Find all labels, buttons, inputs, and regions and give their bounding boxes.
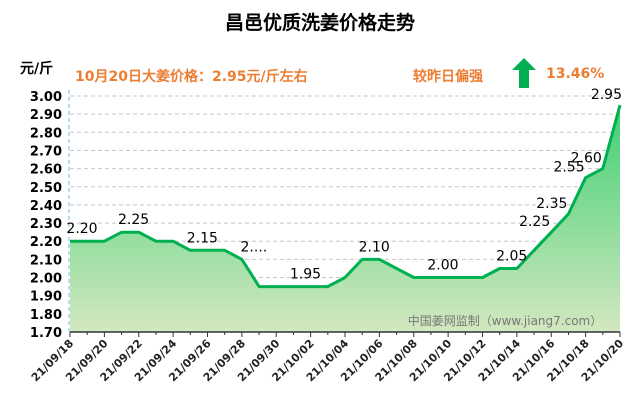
y-tick-label: 2.10 (30, 253, 62, 268)
data-label: 1.95 (290, 267, 321, 283)
x-axis-ticks: 21/09/1821/09/2021/09/2221/09/2421/09/26… (29, 332, 626, 384)
y-tick-label: 1.80 (30, 308, 62, 323)
y-tick-label: 2.20 (30, 235, 62, 250)
data-label: 2.00 (427, 258, 458, 274)
data-label: 2.15 (187, 230, 218, 246)
chart-title: 昌邑优质洗姜价格走势 (224, 12, 415, 34)
data-label: 2.35 (536, 196, 567, 212)
y-tick-label: 1.90 (30, 290, 62, 305)
y-tick-label: 2.50 (30, 181, 62, 196)
y-tick-label: 1.70 (30, 326, 62, 341)
y-tick-label: 2.80 (30, 126, 62, 141)
y-axis-ticks: 1.70 1.80 1.90 2.00 2.10 2.20 2.30 2.40 2.50 2.60… (30, 90, 62, 341)
up-arrow-icon (512, 58, 536, 88)
y-tick-label: 2.40 (30, 199, 62, 214)
data-label: 2.60 (571, 151, 602, 167)
data-label: 2.... (241, 239, 268, 255)
data-label: 2.20 (66, 221, 97, 237)
data-label: 2.05 (496, 248, 527, 264)
y-tick-label: 2.60 (30, 163, 62, 178)
unit-label: 元/斤 (20, 61, 54, 77)
price-area (70, 105, 620, 332)
watermark: 中国姜网监制（www.jiang7.com） (408, 313, 602, 328)
change-percent: 13.46% (546, 66, 605, 82)
data-label: 2.95 (591, 87, 622, 103)
y-tick-label: 2.00 (30, 272, 62, 287)
data-label: 2.25 (519, 214, 550, 230)
y-tick-label: 2.70 (30, 144, 62, 159)
y-tick-label: 2.90 (30, 108, 62, 123)
data-points (69, 104, 621, 287)
data-label: 2.55 (553, 160, 584, 176)
data-labels: 2.20 2.25 2.15 2.... 1.95 2.10 2.00 2.05 2.25 2.3… (66, 87, 622, 283)
y-tick-label: 3.00 (30, 90, 62, 105)
compare-label: 较昨日偏强 (413, 69, 483, 85)
data-label: 2.25 (118, 212, 149, 228)
price-note: 10月20日大姜价格：2.95元/斤左右 (75, 69, 308, 85)
y-tick-label: 2.30 (30, 217, 62, 232)
data-label: 2.10 (359, 239, 390, 255)
